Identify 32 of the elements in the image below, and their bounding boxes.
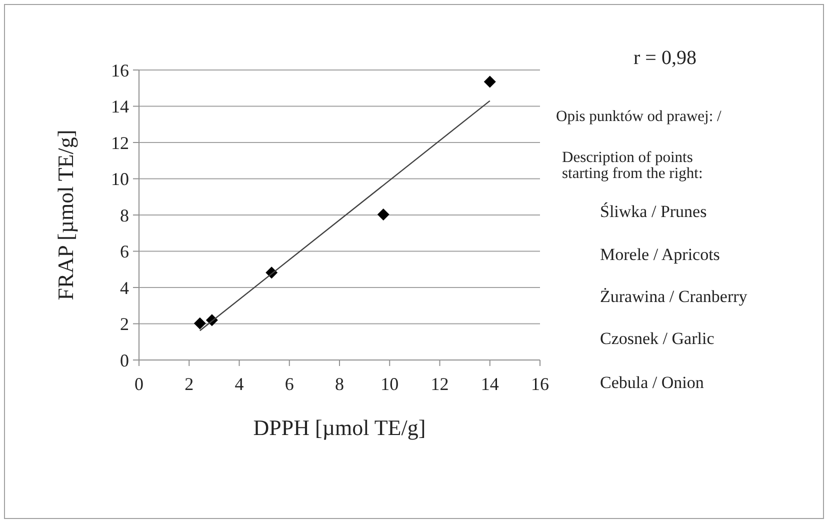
- text: Description of points: [562, 149, 693, 166]
- y-tick-label: 2: [120, 314, 129, 334]
- y-tick-label: 12: [111, 132, 129, 153]
- x-axis-title: DPPH [µmol TE/g]: [253, 415, 426, 440]
- x-tick-label: 0: [134, 374, 144, 394]
- text: Opis punktów od prawej: /: [556, 108, 722, 125]
- text: Czosnek / Garlic: [600, 329, 715, 348]
- x-tick-label: 10: [380, 374, 399, 394]
- y-tick-label: 8: [120, 205, 129, 226]
- text: starting from the right:: [562, 165, 703, 182]
- text: Cebula / Onion: [600, 373, 704, 392]
- x-tick-label: 8: [335, 374, 344, 394]
- point: [377, 208, 390, 220]
- y-tick-label: 16: [111, 60, 129, 80]
- text: Śliwka / Prunes: [600, 202, 707, 221]
- x-tick-label: 4: [234, 374, 244, 394]
- y-tick-label: 10: [111, 169, 129, 190]
- text: r = 0,98: [634, 47, 696, 69]
- point: [484, 76, 496, 88]
- y-axis-title: FRAP [µmol TE/g]: [53, 130, 78, 300]
- x-tick-label: 14: [480, 374, 499, 394]
- y-tick-label: 4: [120, 278, 129, 298]
- x-tick-label: 2: [184, 374, 194, 394]
- text: Morele / Apricots: [600, 245, 720, 264]
- y-tick-label: 14: [111, 96, 129, 117]
- point: [194, 317, 206, 330]
- x-tick-label: 12: [430, 374, 449, 394]
- text: Żurawina / Cranberry: [600, 287, 748, 306]
- y-tick-label: 0: [120, 350, 129, 370]
- x-tick-label: 6: [284, 374, 294, 394]
- x-tick-label: 16: [531, 374, 549, 394]
- y-tick-label: 6: [120, 242, 129, 262]
